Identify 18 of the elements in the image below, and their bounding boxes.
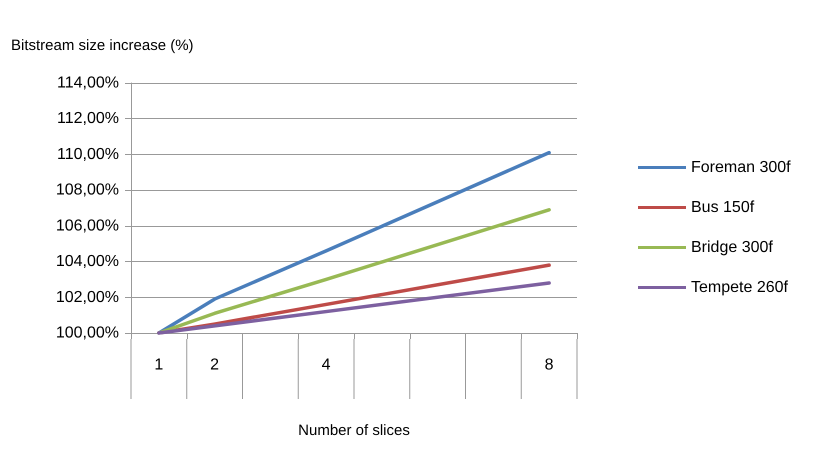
x-tick-label: 2 bbox=[210, 356, 220, 374]
y-axis-title: Bitstream size increase (%) bbox=[11, 37, 194, 54]
y-tick-label: 112,00% bbox=[57, 110, 119, 128]
legend-label: Foreman 300f bbox=[691, 159, 792, 176]
x-axis-title: Number of slices bbox=[298, 422, 410, 439]
y-tick-label: 100,00% bbox=[56, 324, 119, 342]
y-tick-label: 108,00% bbox=[56, 182, 119, 199]
legend-label: Tempete 260f bbox=[691, 279, 789, 296]
y-tick-label: 104,00% bbox=[56, 253, 119, 270]
x-tick-label: 4 bbox=[322, 356, 331, 374]
legend-label: Bus 150f bbox=[691, 199, 755, 216]
x-tick-label: 1 bbox=[154, 356, 164, 374]
y-tick-label: 110,00% bbox=[57, 146, 119, 163]
y-tick-label: 114,00% bbox=[57, 74, 119, 92]
y-tick-label: 102,00% bbox=[56, 288, 119, 306]
y-tick-label: 106,00% bbox=[56, 217, 119, 234]
x-tick-label: 8 bbox=[544, 356, 554, 374]
legend-label: Bridge 300f bbox=[691, 239, 774, 256]
